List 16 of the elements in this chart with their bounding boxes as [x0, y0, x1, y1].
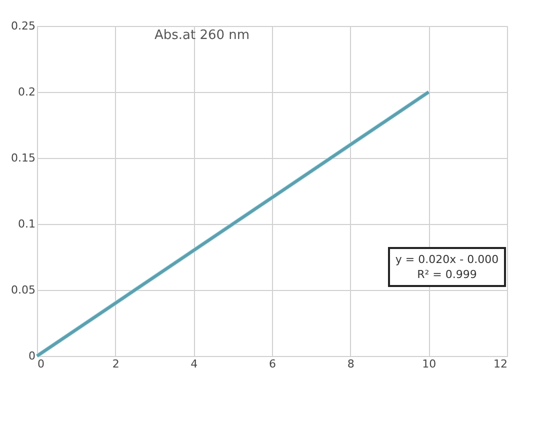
x-tick-label: 0 — [38, 358, 44, 370]
x-tick-label: 4 — [190, 358, 198, 370]
y-tick-label: 0 — [28, 350, 36, 362]
y-tick-label: 0.25 — [11, 20, 36, 32]
y-tick-label: 0.15 — [11, 152, 36, 164]
x-tick-label: 10 — [422, 358, 436, 370]
y-tick-label: 0.2 — [18, 86, 36, 98]
chart-title: Abs.at 260 nm — [154, 28, 250, 43]
annotation: R² = 0.999 — [417, 268, 477, 281]
x-tick-label: 6 — [269, 358, 276, 370]
x-tick-label: 8 — [347, 358, 354, 370]
y-tick-label: 0.05 — [11, 284, 36, 296]
annotation: y = 0.020x - 0.000 — [395, 253, 499, 266]
y-tick-label: 0.1 — [18, 218, 36, 230]
x-tick-label: 2 — [112, 358, 120, 370]
x-tick-label: 12 — [494, 358, 508, 370]
